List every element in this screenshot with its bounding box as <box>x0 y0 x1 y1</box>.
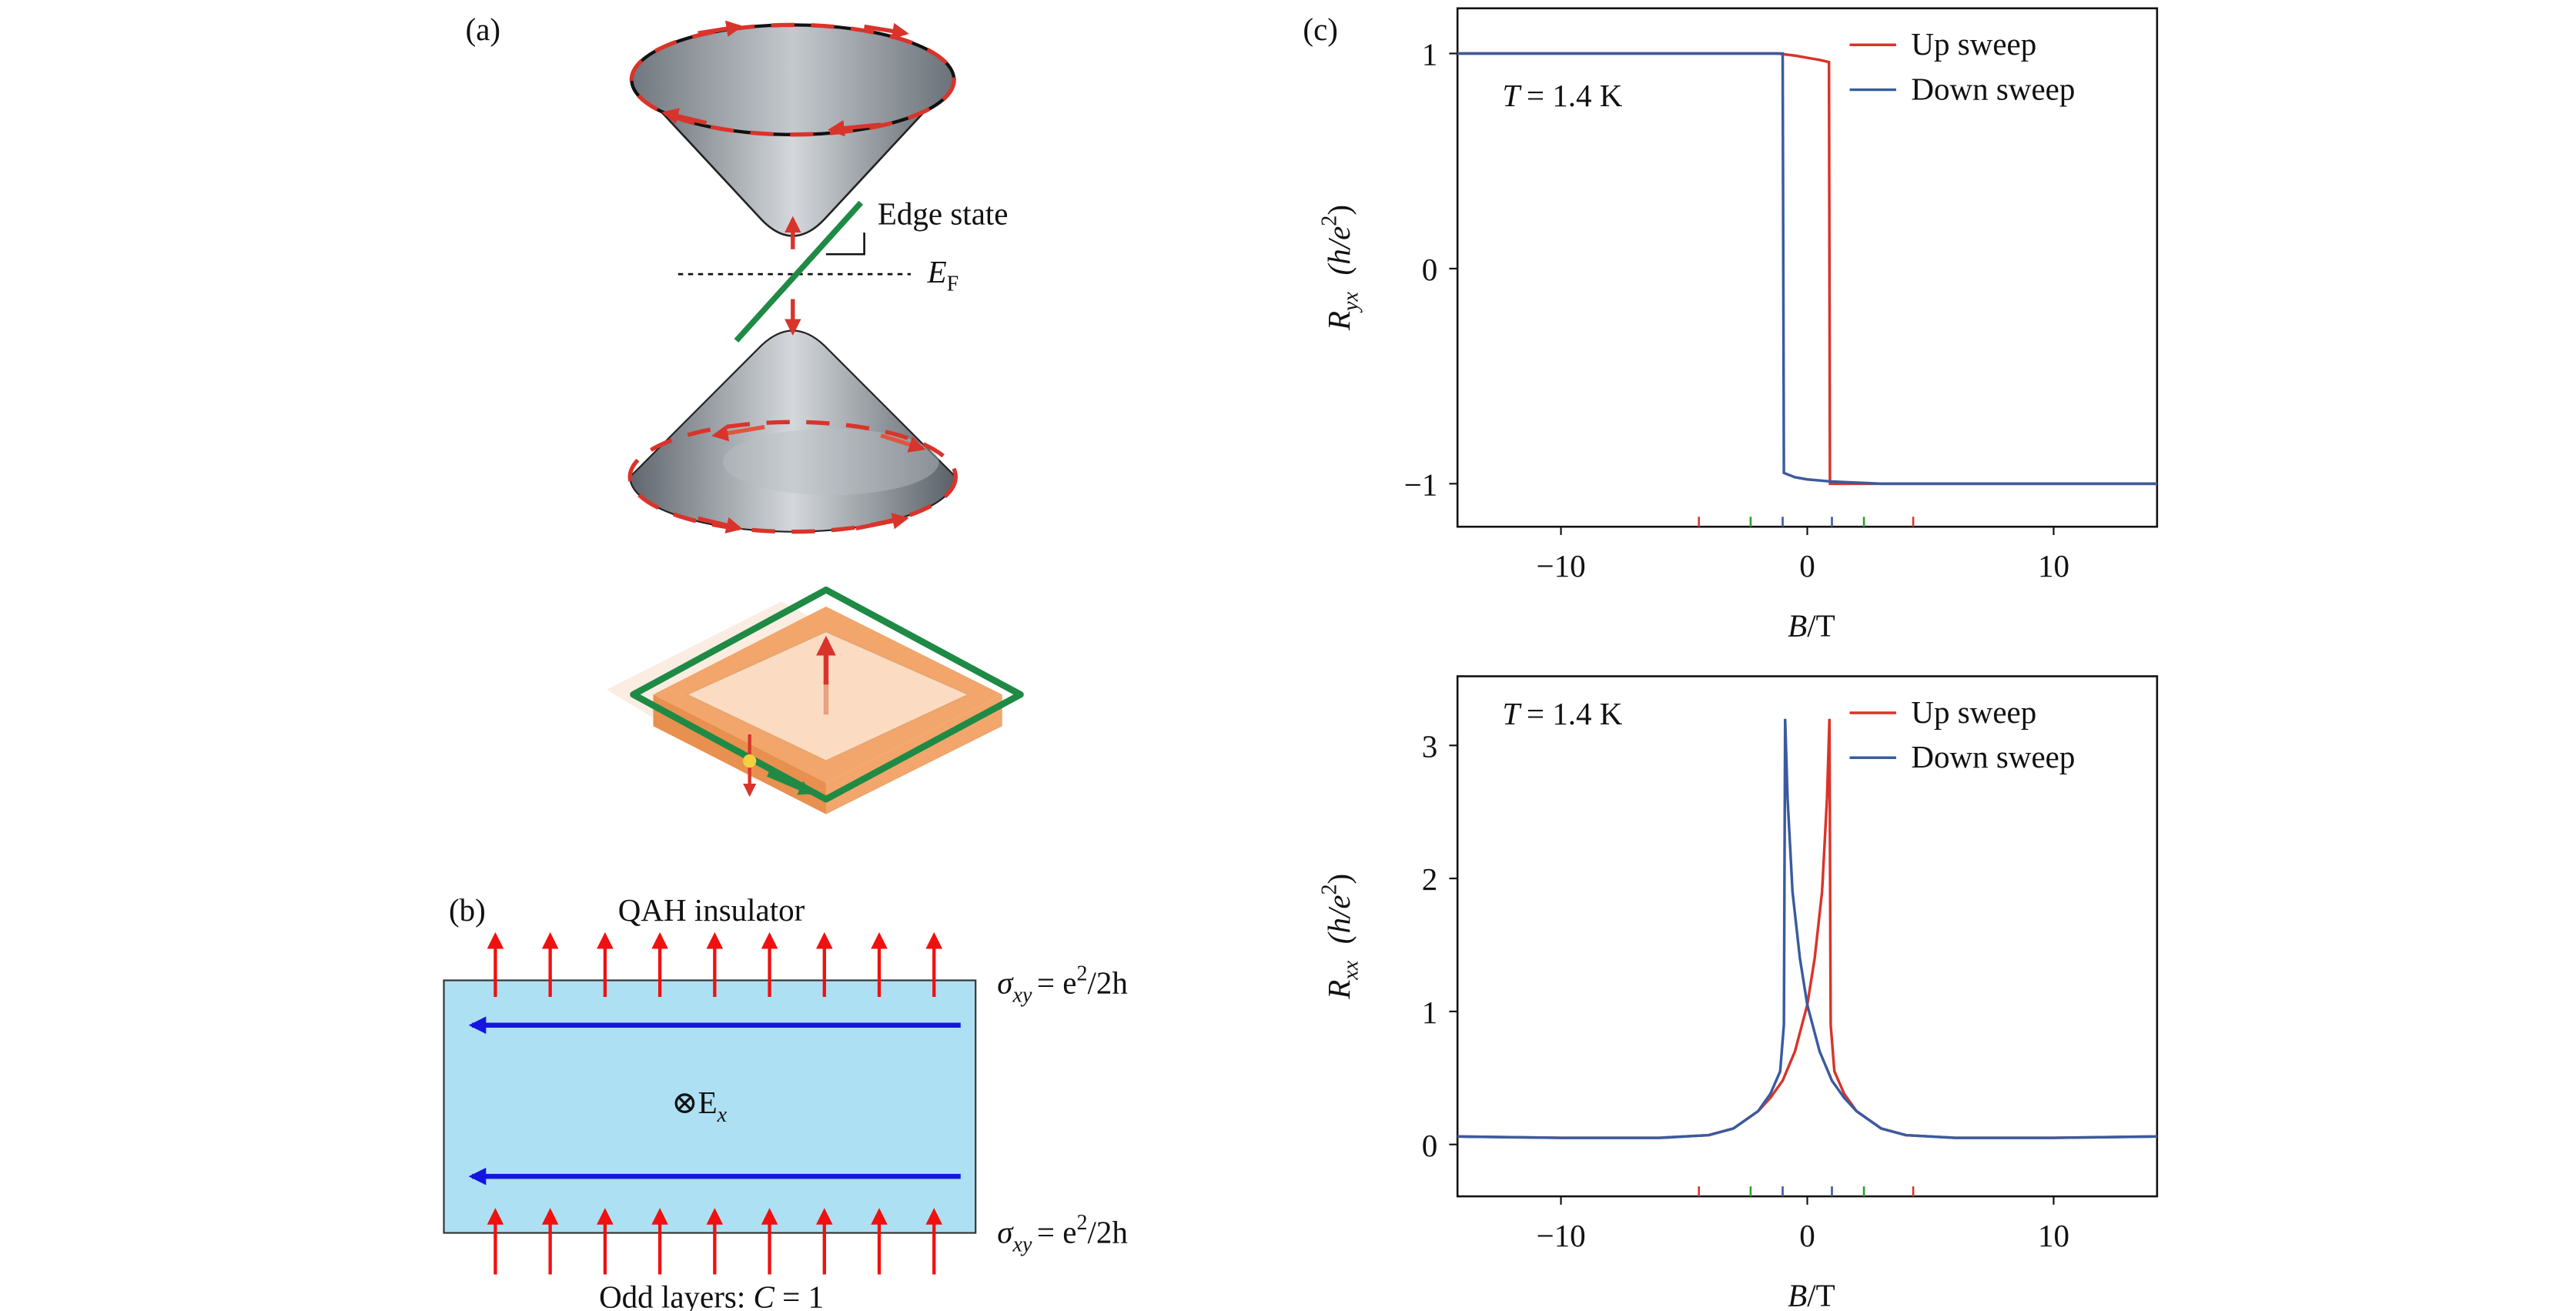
legend-label: Up sweep <box>1911 26 2036 62</box>
x-tick-label: 10 <box>2038 1218 2069 1253</box>
x-axis-label: B/T <box>1788 1278 1835 1311</box>
chart: −10 0 10 0 1 2 3 Up sweep Down sweep T = 1.4 K B/T R… <box>1318 675 2159 1311</box>
top-conductance: σxy = e2/2h <box>997 962 1128 1007</box>
x-axis-label: B/T <box>1788 608 1835 644</box>
x-tick-label: −10 <box>1536 548 1585 584</box>
qah-block <box>443 931 977 1275</box>
series-line <box>1457 718 2157 1139</box>
y-axis-label: Rxx(h/e2) <box>1318 874 1363 1000</box>
field-label: ⊗Ex <box>671 1085 727 1127</box>
edge-state <box>677 200 912 343</box>
y-tick-label: −1 <box>1404 467 1438 502</box>
x-tick-label: 10 <box>2038 548 2069 584</box>
y-tick-label: 1 <box>1422 995 1438 1030</box>
panel-label: (b) <box>449 892 486 928</box>
y-tick-label: 1 <box>1422 37 1438 72</box>
legend-label: Down sweep <box>1911 739 2075 774</box>
bottom-conductance: σxy = e2/2h <box>997 1211 1128 1256</box>
caption: Odd layers: C = 1 <box>599 1279 824 1311</box>
series-line <box>1457 718 2157 1139</box>
annotation: T = 1.4 K <box>1502 78 1622 113</box>
lower-cone <box>627 329 958 534</box>
y-axis-label: Ryx(h/e2) <box>1318 205 1363 331</box>
series-line <box>1457 52 2157 486</box>
y-tick-label: 2 <box>1422 861 1438 897</box>
y-tick-label: 0 <box>1422 1128 1438 1163</box>
x-tick-label: 0 <box>1799 548 1815 584</box>
edge-label: Edge state <box>878 196 1009 231</box>
legend-label: Up sweep <box>1911 694 2036 730</box>
panel-label: (a) <box>466 12 501 47</box>
series-line <box>1457 52 2157 486</box>
x-tick-label: 0 <box>1799 1218 1815 1253</box>
annotation: T = 1.4 K <box>1502 696 1622 731</box>
panel-label: (c) <box>1303 12 1338 47</box>
y-tick-label: 0 <box>1422 252 1438 287</box>
upper-cone <box>629 20 957 237</box>
y-tick-label: 3 <box>1422 728 1438 764</box>
fermi-label: EF <box>927 254 959 296</box>
panel-title: QAH insulator <box>618 892 805 928</box>
slab <box>607 586 1024 814</box>
legend-label: Down sweep <box>1911 72 2075 107</box>
x-tick-label: −10 <box>1536 1218 1585 1253</box>
